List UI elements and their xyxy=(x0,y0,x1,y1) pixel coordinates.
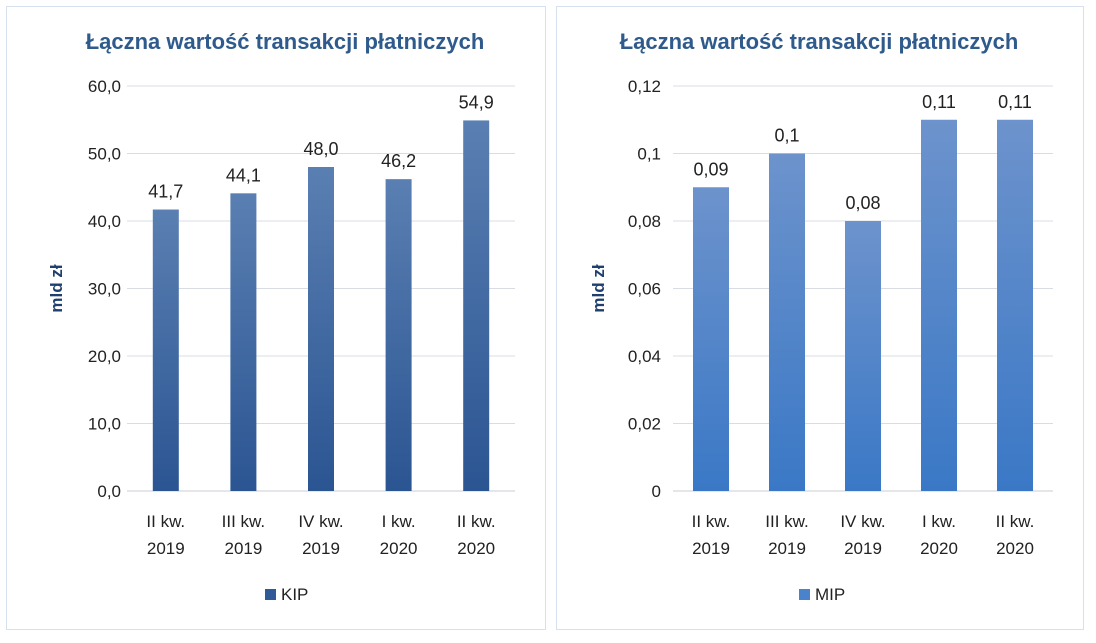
data-label: 44,1 xyxy=(226,165,261,185)
y-tick-label: 10,0 xyxy=(88,415,121,434)
data-label: 0,09 xyxy=(693,159,728,179)
x-tick-label: IV kw. xyxy=(298,512,343,531)
chart-panel-kip: Łączna wartość transakcji płatniczych mld… xyxy=(6,6,546,630)
bar xyxy=(308,167,334,491)
x-tick-label: I kw. xyxy=(922,512,956,531)
x-tick-label-year: 2020 xyxy=(920,539,958,558)
y-tick-label: 0,0 xyxy=(97,482,121,501)
data-label: 0,1 xyxy=(774,126,799,146)
chart-panel-mip: Łączna wartość transakcji płatniczych mld… xyxy=(556,6,1084,630)
y-tick-label: 40,0 xyxy=(88,212,121,231)
y-tick-label: 0,1 xyxy=(637,145,661,164)
x-tick-label-year: 2020 xyxy=(457,539,495,558)
data-label: 54,9 xyxy=(459,92,494,112)
y-axis-label: mld zł xyxy=(47,264,66,312)
y-axis-label: mld zł xyxy=(589,264,608,312)
data-label: 0,08 xyxy=(845,193,880,213)
data-label: 46,2 xyxy=(381,151,416,171)
chart-title: Łączna wartość transakcji płatniczych xyxy=(86,29,485,54)
legend-swatch xyxy=(799,589,810,600)
legend-label: MIP xyxy=(815,585,845,604)
bar xyxy=(230,193,257,491)
y-tick-label: 0,06 xyxy=(628,280,661,299)
chart-kip: Łączna wartość transakcji płatniczych mld… xyxy=(47,29,515,604)
y-tick-label: 0,02 xyxy=(628,415,661,434)
bar xyxy=(152,209,179,491)
chart-title: Łączna wartość transakcji płatniczych xyxy=(620,29,1019,54)
x-tick-label-year: 2020 xyxy=(380,539,418,558)
y-tick-label: 20,0 xyxy=(88,347,121,366)
y-tick-label: 30,0 xyxy=(88,280,121,299)
bar xyxy=(385,179,412,491)
x-tick-label-year: 2019 xyxy=(224,539,262,558)
x-tick-label: I kw. xyxy=(382,512,416,531)
x-tick-label: III kw. xyxy=(765,512,808,531)
legend-label: KIP xyxy=(281,585,308,604)
x-tick-label: II kw. xyxy=(692,512,731,531)
data-label: 48,0 xyxy=(303,139,338,159)
bar xyxy=(845,221,881,491)
data-label: 0,11 xyxy=(922,92,956,112)
bar xyxy=(769,153,805,491)
x-tick-label-year: 2019 xyxy=(692,539,730,558)
y-tick-label: 0,04 xyxy=(628,347,661,366)
y-tick-label: 50,0 xyxy=(88,145,121,164)
bar xyxy=(921,119,957,491)
y-tick-label: 0,08 xyxy=(628,212,661,231)
x-tick-label: III kw. xyxy=(222,512,265,531)
data-label: 41,7 xyxy=(148,182,183,202)
y-tick-label: 0 xyxy=(652,482,661,501)
x-tick-label: II kw. xyxy=(457,512,496,531)
x-tick-label: II kw. xyxy=(996,512,1035,531)
y-tick-label: 60,0 xyxy=(88,77,121,96)
data-label: 0,11 xyxy=(998,92,1032,112)
x-tick-label-year: 2020 xyxy=(996,539,1034,558)
legend-swatch xyxy=(265,589,276,600)
x-tick-label: II kw. xyxy=(146,512,185,531)
x-tick-label-year: 2019 xyxy=(844,539,882,558)
chart-mip: Łączna wartość transakcji płatniczych mld… xyxy=(589,29,1053,604)
x-tick-label-year: 2019 xyxy=(147,539,185,558)
bar xyxy=(693,187,729,491)
bar xyxy=(463,120,490,492)
y-tick-label: 0,12 xyxy=(628,77,661,96)
x-tick-label-year: 2019 xyxy=(302,539,340,558)
x-tick-label: IV kw. xyxy=(840,512,885,531)
bar xyxy=(997,119,1033,491)
x-tick-label-year: 2019 xyxy=(768,539,806,558)
